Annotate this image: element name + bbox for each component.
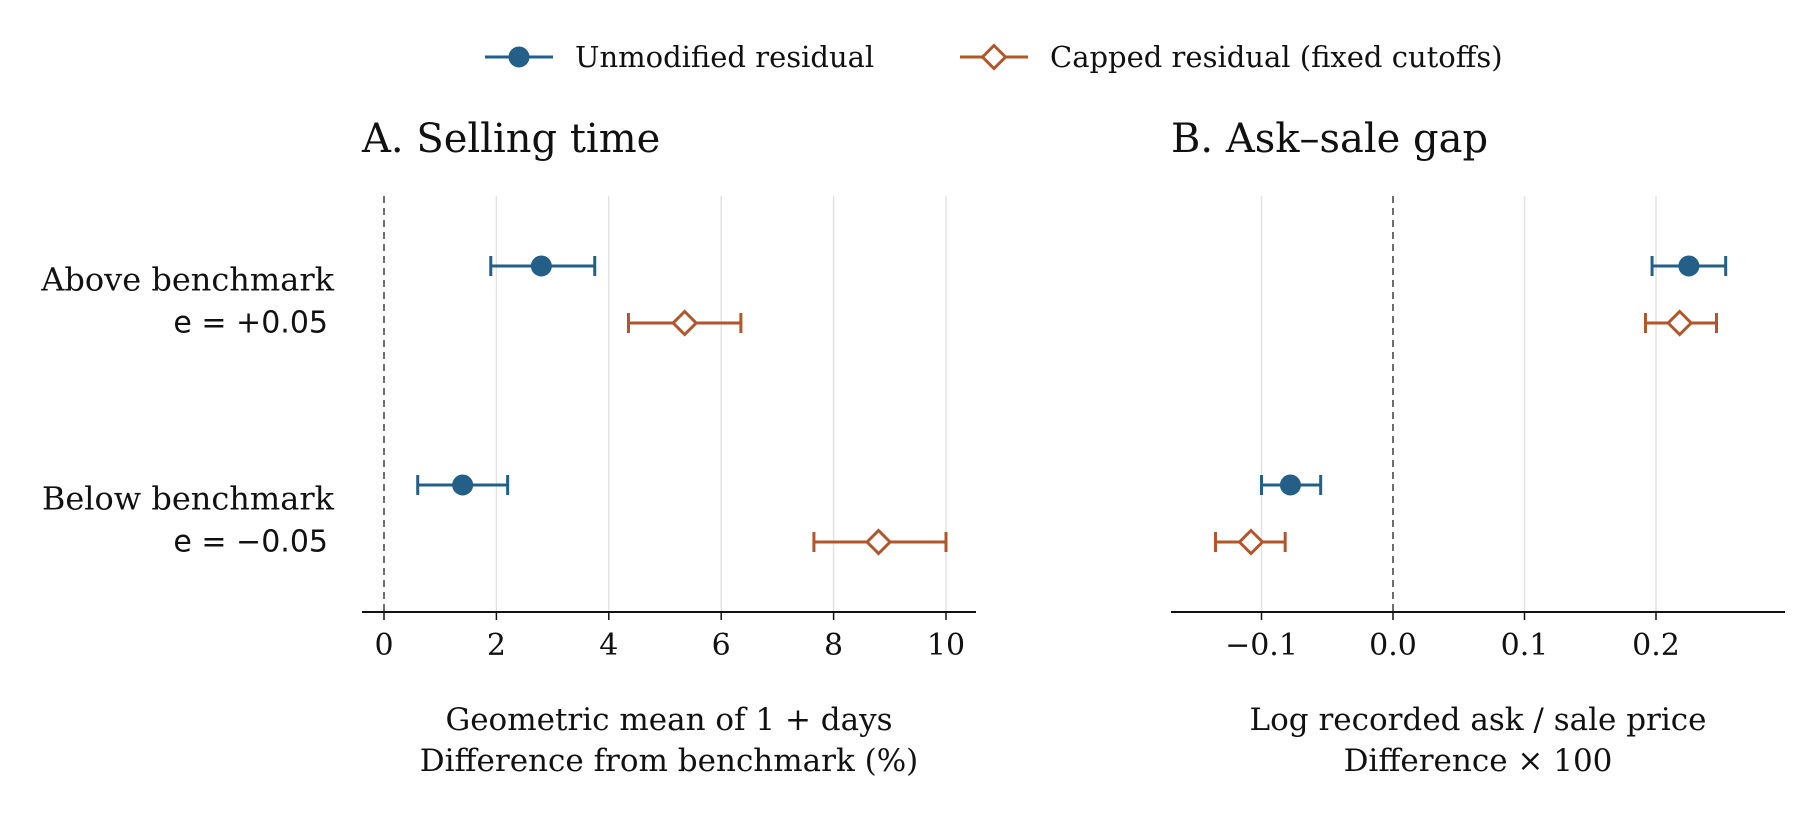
x-tick-label: 0.1: [1501, 628, 1549, 663]
point-estimate: [1666, 309, 1694, 337]
x-tick-label: 10: [927, 628, 965, 663]
row-label-line1: Above benchmark: [40, 261, 334, 299]
point-estimate: [1237, 528, 1265, 556]
point-estimate: [671, 309, 699, 337]
panel-selling-time: A. Selling time 0 2 4 6 8 10 Geometric mean of …: [361, 116, 976, 779]
legend-marker: [508, 46, 530, 68]
point-estimate: [1279, 474, 1301, 496]
row-label-line2: e = +0.05: [173, 306, 328, 341]
x-tick-label: −0.1: [1225, 628, 1298, 663]
row-labels: Above benchmark e = +0.05 Below benchmark e…: [40, 261, 334, 560]
x-axis-label-line1: Geometric mean of 1 + days: [445, 702, 892, 738]
point-estimate: [452, 474, 474, 496]
x-tick-label: 0.0: [1369, 628, 1417, 663]
panel-ask-sale-gap: B. Ask–sale gap −0.1 0.0 0.1 0.2 Log recorded…: [1171, 116, 1785, 779]
point-estimate: [864, 528, 893, 556]
legend: Unmodified residual Capped residual (fixe…: [485, 40, 1503, 74]
panel-title: B. Ask–sale gap: [1171, 116, 1488, 162]
point-estimate: [1678, 255, 1700, 277]
row-label-line2: e = −0.05: [173, 525, 328, 560]
x-tick-label: 0: [374, 628, 393, 663]
panel-title: A. Selling time: [361, 116, 660, 162]
x-tick-label: 2: [487, 628, 506, 663]
legend-marker: [980, 43, 1008, 71]
x-axis-label-line2: Difference × 100: [1344, 743, 1613, 779]
x-tick-label: 4: [599, 628, 618, 663]
point-estimate: [530, 255, 552, 277]
x-tick-label: 6: [712, 628, 731, 663]
legend-label: Capped residual (fixed cutoffs): [1050, 40, 1503, 74]
x-axis-label-line1: Log recorded ask / sale price: [1250, 702, 1707, 738]
x-tick-label: 8: [824, 628, 843, 663]
x-tick-label: 0.2: [1632, 628, 1680, 663]
legend-label: Unmodified residual: [575, 40, 874, 74]
x-axis-label-line2: Difference from benchmark (%): [420, 743, 919, 779]
row-label-line1: Below benchmark: [42, 480, 335, 518]
